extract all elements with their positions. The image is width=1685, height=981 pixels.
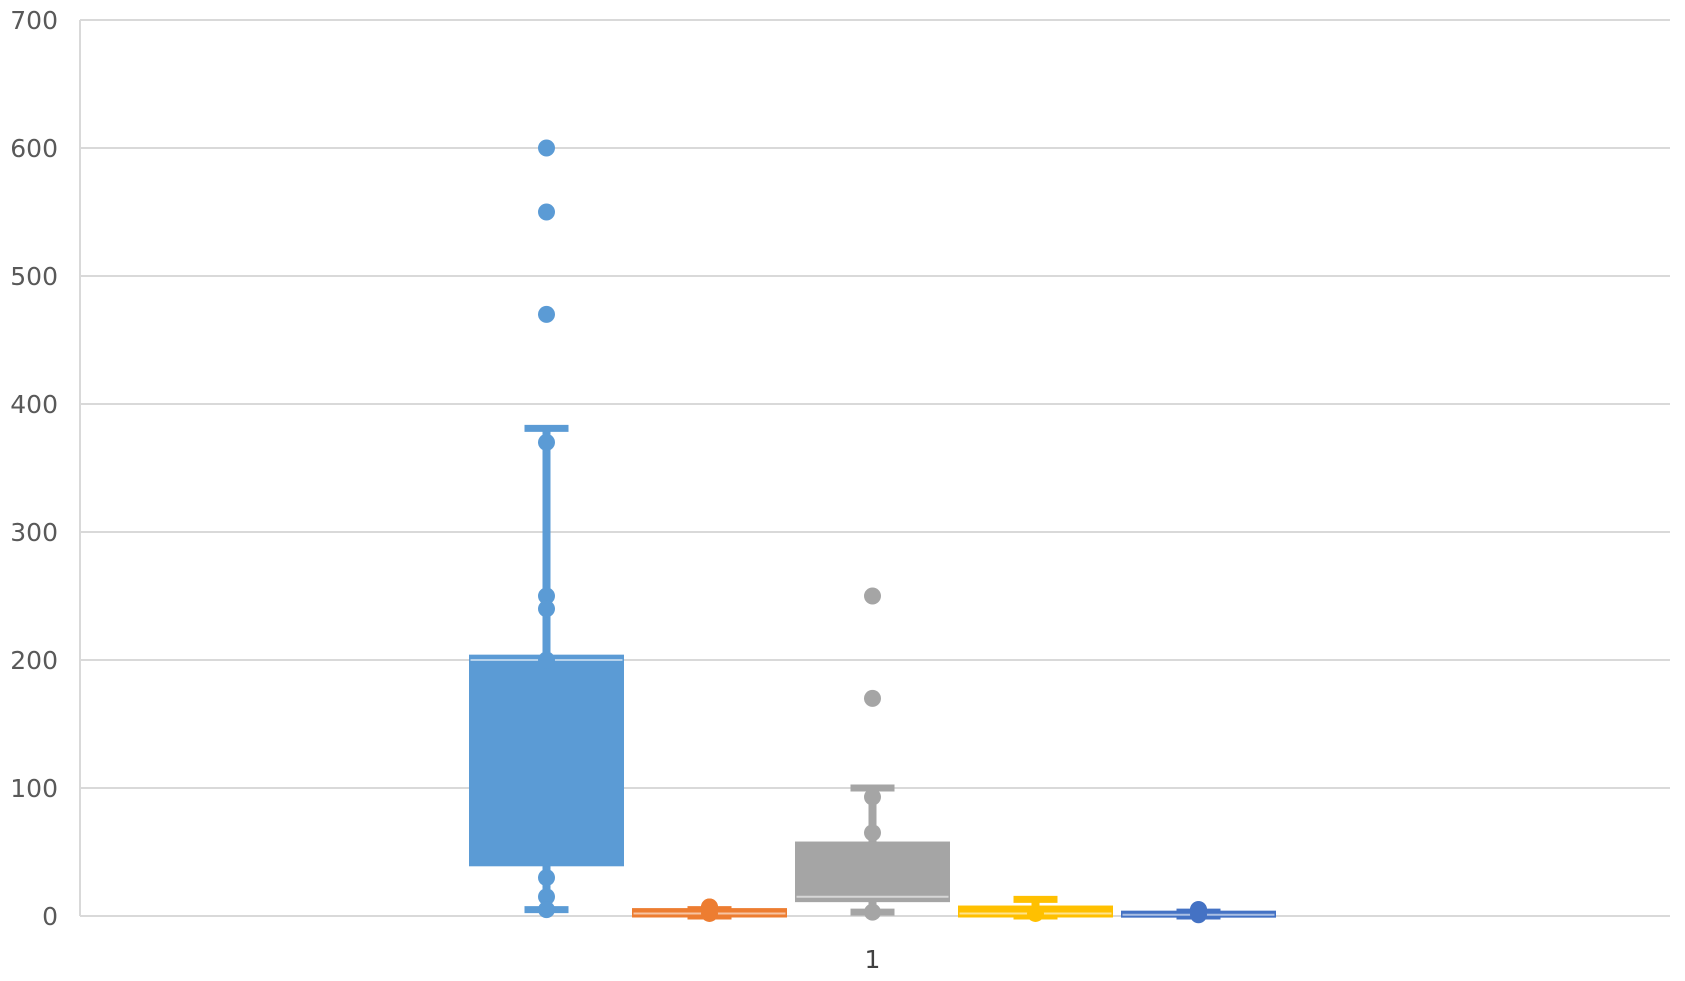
y-tick-label: 300 <box>10 518 58 547</box>
outlier-point <box>538 139 555 157</box>
y-axis: 0 100 200 300 400 500 600 700 <box>10 6 81 931</box>
data-point <box>538 433 555 451</box>
series-group <box>469 139 1276 924</box>
data-point <box>864 824 881 842</box>
y-tick-label: 0 <box>42 902 58 931</box>
outlier-point <box>538 305 555 323</box>
x-axis: 1 <box>865 945 881 974</box>
data-point <box>864 788 881 806</box>
data-point <box>701 904 718 922</box>
y-tick-label: 600 <box>10 134 58 163</box>
data-point <box>538 901 555 919</box>
data-point <box>538 869 555 887</box>
outlier-point <box>864 689 881 707</box>
y-tick-label: 200 <box>10 646 58 675</box>
data-point <box>538 600 555 618</box>
data-point <box>538 651 555 669</box>
series-2 <box>632 898 787 922</box>
outlier-point <box>538 203 555 221</box>
data-point <box>538 888 555 906</box>
series-3 <box>795 587 950 921</box>
outlier-point <box>864 587 881 605</box>
series-1 <box>469 139 624 919</box>
data-point <box>1027 904 1044 922</box>
gridlines <box>80 19 1670 917</box>
box <box>795 841 950 903</box>
y-tick-label: 500 <box>10 262 58 291</box>
box <box>469 654 624 867</box>
y-tick-label: 700 <box>10 6 58 35</box>
data-point <box>864 903 881 921</box>
series-5 <box>1121 901 1276 924</box>
x-category-label: 1 <box>865 945 881 974</box>
y-tick-label: 100 <box>10 774 58 803</box>
data-point <box>538 587 555 605</box>
data-point <box>1190 906 1207 924</box>
y-tick-label: 400 <box>10 390 58 419</box>
series-4 <box>958 895 1113 922</box>
